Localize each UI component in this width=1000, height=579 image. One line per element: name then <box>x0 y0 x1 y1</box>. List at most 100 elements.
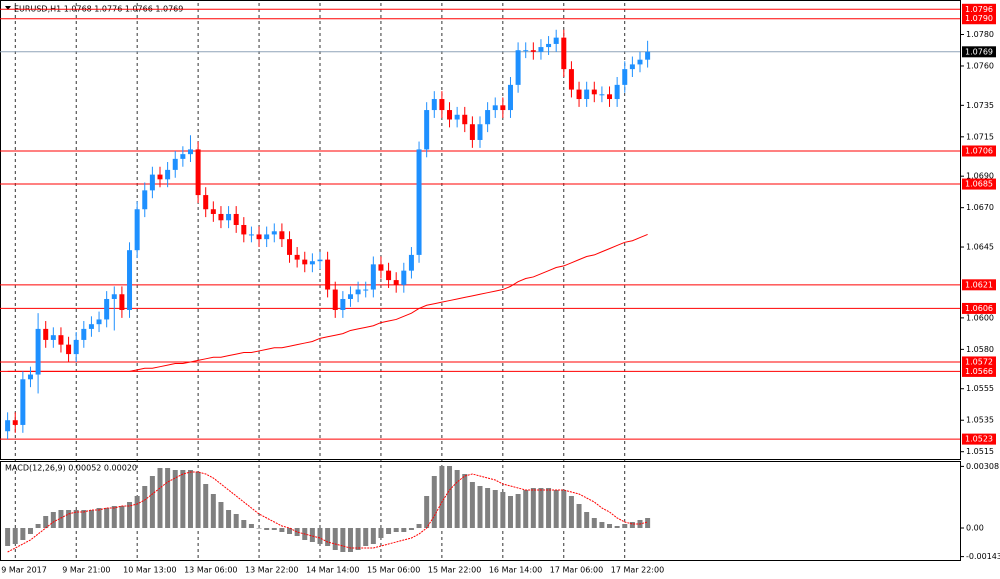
macd-bar <box>294 528 300 536</box>
macd-bar <box>523 490 529 528</box>
macd-bar <box>58 510 64 528</box>
candle-body <box>218 213 224 221</box>
candle-body <box>264 234 270 240</box>
candle-body <box>241 224 247 235</box>
macd-bar <box>340 528 346 552</box>
macd-bar <box>591 518 597 528</box>
macd-bar <box>477 486 483 528</box>
main-pane <box>0 0 961 460</box>
macd-bar <box>622 524 628 528</box>
macd-bar <box>530 488 536 528</box>
x-tick-label: 14 Mar 14:00 <box>306 566 359 575</box>
macd-bar <box>256 528 262 529</box>
candle-body <box>553 37 559 44</box>
candle-body <box>507 84 513 111</box>
macd-bar <box>393 528 399 532</box>
candle-body <box>393 280 399 285</box>
x-tick-label: 13 Mar 06:00 <box>184 566 237 575</box>
y-tick-label: 1.0715 <box>966 132 994 141</box>
candle-body <box>294 254 300 260</box>
candle-body <box>629 64 635 70</box>
macd-bar <box>386 528 392 534</box>
macd-bar <box>538 488 544 528</box>
y-tick-label: 1.0645 <box>966 243 994 252</box>
candle-body <box>492 105 498 111</box>
candle-body <box>134 209 140 251</box>
candle-body <box>386 270 392 281</box>
candle-body <box>317 259 323 262</box>
y-tick-label: 1.0670 <box>966 203 994 212</box>
y-tick-label: 1.0580 <box>966 345 994 354</box>
macd-bar <box>546 488 552 528</box>
candle-body <box>309 261 315 265</box>
candle-body <box>73 339 79 355</box>
candle-body <box>5 420 11 432</box>
candle-body <box>226 213 232 221</box>
candle-body <box>408 254 414 271</box>
macd-bar <box>111 506 117 528</box>
x-tick-label: 10 Mar 13:00 <box>123 566 176 575</box>
y-tick-label: 0.00308 <box>966 462 999 471</box>
macd-bar <box>20 528 26 540</box>
candle-body <box>287 239 293 255</box>
macd-bar <box>81 510 87 528</box>
macd-bar <box>96 508 102 528</box>
level-label-box <box>962 433 996 445</box>
candle-body <box>561 37 567 70</box>
y-tick-label: 1.0535 <box>966 416 994 425</box>
signal-line <box>7 471 648 553</box>
candle-body <box>378 264 384 271</box>
macd-bar <box>553 490 559 528</box>
macd-bar <box>607 524 613 528</box>
candle-body <box>431 99 437 111</box>
macd-bar <box>469 482 475 528</box>
candle-body <box>523 50 529 52</box>
macd-bar <box>264 528 270 530</box>
x-tick-label: 15 Mar 22:00 <box>428 566 481 575</box>
candle-body <box>203 195 209 210</box>
candle-body <box>416 149 422 255</box>
x-tick-label: 15 Mar 06:00 <box>367 566 420 575</box>
macd-bar <box>35 524 41 528</box>
candle-body <box>127 250 133 311</box>
candle-body <box>500 105 506 111</box>
moving-average <box>7 233 648 372</box>
macd-bar <box>401 528 407 532</box>
candle-body <box>447 110 453 120</box>
macd-bar <box>248 524 254 528</box>
candle-body <box>157 174 163 180</box>
candle-body <box>607 94 613 100</box>
macd-bar <box>165 468 171 528</box>
macd-bar <box>325 528 331 546</box>
y-tick-label: 1.0555 <box>966 384 994 393</box>
y-tick-label: 0.00 <box>966 524 984 533</box>
macd-bar <box>431 476 437 528</box>
macd-bar <box>226 510 232 528</box>
macd-bar <box>127 502 133 528</box>
candle-body <box>546 43 552 48</box>
candle-body <box>530 50 536 52</box>
macd-bar <box>279 528 285 532</box>
candle-body <box>454 114 460 120</box>
macd-bar <box>12 528 18 544</box>
candle-body <box>645 51 651 60</box>
macd-bar <box>5 528 11 546</box>
macd-bar <box>568 496 574 528</box>
x-tick-label: 9 Mar 21:00 <box>62 566 110 575</box>
level-label: 1.0606 <box>965 304 993 313</box>
candle-body <box>325 259 331 290</box>
candle-body <box>614 84 620 100</box>
candle-body <box>104 298 110 320</box>
level-label: 1.0523 <box>965 435 993 444</box>
macd-bar <box>507 496 513 528</box>
candle-body <box>332 289 338 311</box>
menu-icon[interactable] <box>5 6 11 10</box>
macd-bar <box>43 516 49 528</box>
macd-bar <box>241 520 247 528</box>
macd-bar <box>104 508 110 528</box>
level-label: 1.0790 <box>965 14 993 23</box>
candle-body <box>165 169 171 180</box>
macd-bar <box>416 524 422 528</box>
level-label-box <box>962 3 996 15</box>
candle-body <box>248 234 254 236</box>
